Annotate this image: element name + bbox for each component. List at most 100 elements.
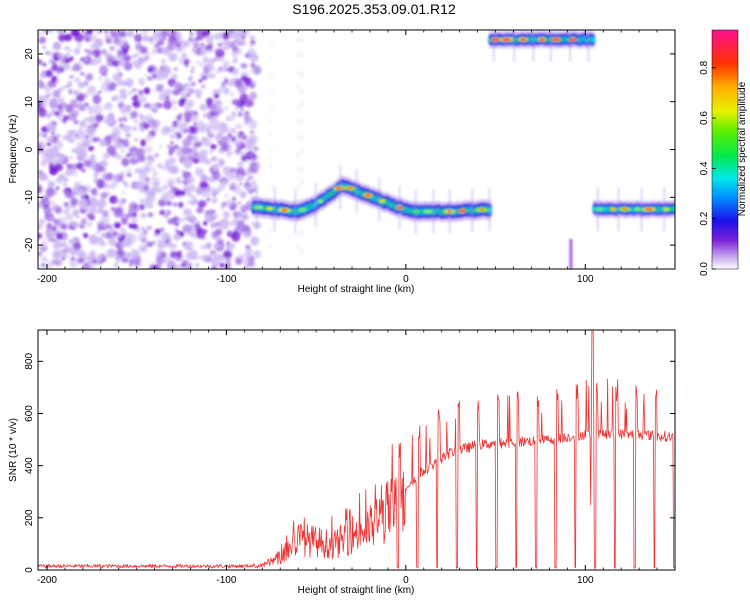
noise-blob <box>249 91 258 100</box>
track-streak <box>569 30 572 62</box>
noise-blob <box>60 223 68 230</box>
noise-blob <box>245 98 254 106</box>
track-hot <box>610 207 616 211</box>
noise-blob <box>296 184 300 191</box>
noise-blob <box>191 135 199 144</box>
noise-blob <box>163 196 167 199</box>
noise-blob <box>53 69 57 73</box>
noise-blob <box>133 94 139 99</box>
noise-blob <box>51 231 55 236</box>
noise-blob <box>106 135 112 140</box>
noise-blob <box>139 127 145 132</box>
noise-blob <box>98 166 106 172</box>
noise-blob <box>113 198 117 202</box>
noise-blob <box>269 243 273 250</box>
noise-blob <box>296 84 300 91</box>
spectrogram-y-label: Frequency (Hz) <box>8 115 19 184</box>
noise-blob <box>213 110 219 117</box>
track-hot <box>298 208 307 212</box>
noise-blob <box>168 52 178 62</box>
track-hot <box>539 38 545 41</box>
noise-blob <box>229 220 238 227</box>
noise-blob <box>103 102 113 111</box>
track-hot <box>479 208 484 212</box>
noise-blob <box>209 35 215 40</box>
noise-blob <box>78 198 88 210</box>
noise-blob <box>55 240 62 246</box>
noise-blob <box>224 47 229 51</box>
noise-blob <box>186 200 191 205</box>
noise-blob <box>112 174 120 182</box>
noise-blob <box>40 101 48 108</box>
noise-blob <box>296 133 300 140</box>
noise-blob <box>178 56 187 65</box>
noise-blob <box>126 82 133 88</box>
noise-blob <box>67 80 73 86</box>
noise-blob <box>65 46 69 51</box>
noise-blob <box>176 115 183 121</box>
noise-blob <box>208 73 216 79</box>
noise-blob <box>140 212 147 218</box>
noise-blob <box>300 166 304 173</box>
noise-blob <box>84 117 89 121</box>
noise-blob <box>61 242 68 248</box>
noise-blob <box>86 105 95 112</box>
noise-blob <box>38 94 44 100</box>
noise-blob <box>217 49 222 54</box>
noise-blob <box>300 229 304 235</box>
noise-blob <box>157 249 162 254</box>
noise-blob <box>52 42 62 51</box>
noise-blob <box>73 242 82 250</box>
noise-blob <box>219 55 225 62</box>
noise-blob <box>223 60 230 68</box>
noise-blob <box>139 199 144 203</box>
noise-blob <box>109 45 115 52</box>
noise-blob <box>224 193 229 197</box>
noise-blob <box>92 121 100 128</box>
noise-blob <box>85 127 95 134</box>
noise-blob <box>103 30 109 34</box>
noise-blob <box>50 126 55 133</box>
noise-blob <box>161 84 165 87</box>
noise-blob <box>111 180 118 187</box>
noise-blob <box>224 259 232 266</box>
noise-blob <box>213 57 217 62</box>
noise-blob <box>269 104 273 111</box>
noise-blob <box>300 148 304 155</box>
noise-blob <box>65 169 73 177</box>
noise-blob <box>111 134 121 145</box>
noise-blob <box>134 168 141 174</box>
noise-blob <box>203 220 208 226</box>
noise-blob <box>87 145 94 151</box>
noise-blob <box>248 119 258 130</box>
noise-blob <box>62 86 66 89</box>
noise-blob <box>164 213 168 219</box>
noise-blob <box>188 151 195 157</box>
track-streak <box>273 187 276 232</box>
noise-blob <box>133 33 143 43</box>
snr-x-label: Height of straight line (km) <box>298 585 415 596</box>
noise-blob <box>206 197 211 202</box>
noise-blob <box>193 158 200 164</box>
y-tick-label: 800 <box>24 353 35 370</box>
noise-blob <box>169 125 176 133</box>
noise-blob <box>213 32 223 40</box>
noise-blob <box>300 100 304 107</box>
noise-blob <box>123 117 128 122</box>
noise-blob <box>118 58 126 67</box>
noise-blob <box>188 77 193 82</box>
noise-blob <box>218 219 226 226</box>
noise-blob <box>124 182 129 188</box>
noise-blob <box>217 236 222 241</box>
noise-blob <box>168 145 176 154</box>
noise-blob <box>38 252 42 256</box>
noise-blob <box>220 180 228 186</box>
track-hot <box>520 38 527 41</box>
noise-blob <box>86 221 93 227</box>
noise-blob <box>201 84 206 89</box>
noise-blob <box>65 190 69 194</box>
noise-blob <box>65 191 75 199</box>
noise-blob <box>76 41 83 49</box>
colorbar-tick-label: 0.6 <box>699 111 710 125</box>
noise-blob <box>80 72 85 76</box>
